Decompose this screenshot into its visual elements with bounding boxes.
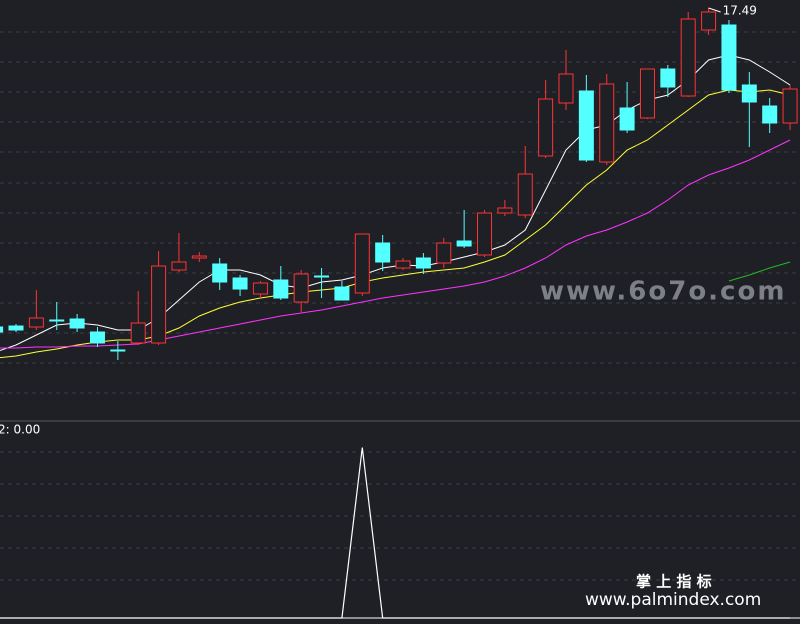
- candle-body: [273, 279, 289, 299]
- candle-body: [701, 11, 717, 31]
- candle-body: [375, 242, 391, 263]
- candle-body: [578, 90, 594, 161]
- moving-average-line: [728, 261, 791, 282]
- candle-body: [212, 263, 228, 283]
- indicator-line: [0, 447, 791, 619]
- candle-body: [28, 317, 44, 328]
- candle-body: [49, 319, 65, 322]
- watermark: www.6o7o.com: [540, 277, 786, 307]
- candle-body: [517, 173, 533, 216]
- moving-average-line: [0, 54, 791, 352]
- candle-body: [741, 84, 757, 103]
- candle-body: [110, 349, 126, 352]
- high-price-label: 17.49: [723, 4, 757, 18]
- watermark: www.palmindex.com: [585, 590, 761, 610]
- candle-body: [0, 326, 4, 333]
- watermark: 掌 上 指 标: [636, 573, 712, 591]
- moving-average-line: [0, 139, 791, 349]
- candle-body: [252, 282, 268, 295]
- candle-body: [599, 83, 615, 163]
- candle-body: [782, 88, 798, 124]
- candle-body: [89, 331, 105, 344]
- candle-body: [619, 107, 635, 131]
- candle-body: [395, 260, 411, 269]
- candle-body: [721, 24, 737, 91]
- candle-body: [130, 322, 146, 344]
- moving-average-line: [0, 89, 791, 359]
- grid: [0, 31, 800, 581]
- candle-body: [497, 207, 513, 214]
- candle-body: [680, 18, 696, 97]
- candle-body: [69, 318, 85, 329]
- candle-body: [558, 73, 574, 104]
- candle-body: [436, 242, 452, 264]
- indicator-label: 2: 0.00: [0, 423, 40, 437]
- candle-body: [660, 68, 676, 88]
- candle-body: [762, 105, 778, 124]
- candle-body: [293, 273, 309, 303]
- candle-body: [232, 277, 248, 290]
- candle-body: [314, 275, 330, 278]
- candle-body: [456, 240, 472, 247]
- candle-body: [538, 98, 554, 157]
- candle-body: [334, 286, 350, 301]
- candle-body: [639, 68, 655, 119]
- candle-body: [477, 212, 493, 256]
- candle-body: [8, 325, 24, 331]
- candle-body: [151, 265, 167, 344]
- candle-body: [415, 257, 431, 269]
- candle-body: [354, 233, 370, 294]
- high-marker-leader: [708, 7, 721, 13]
- candle-body: [171, 261, 187, 271]
- candle-body: [191, 255, 207, 259]
